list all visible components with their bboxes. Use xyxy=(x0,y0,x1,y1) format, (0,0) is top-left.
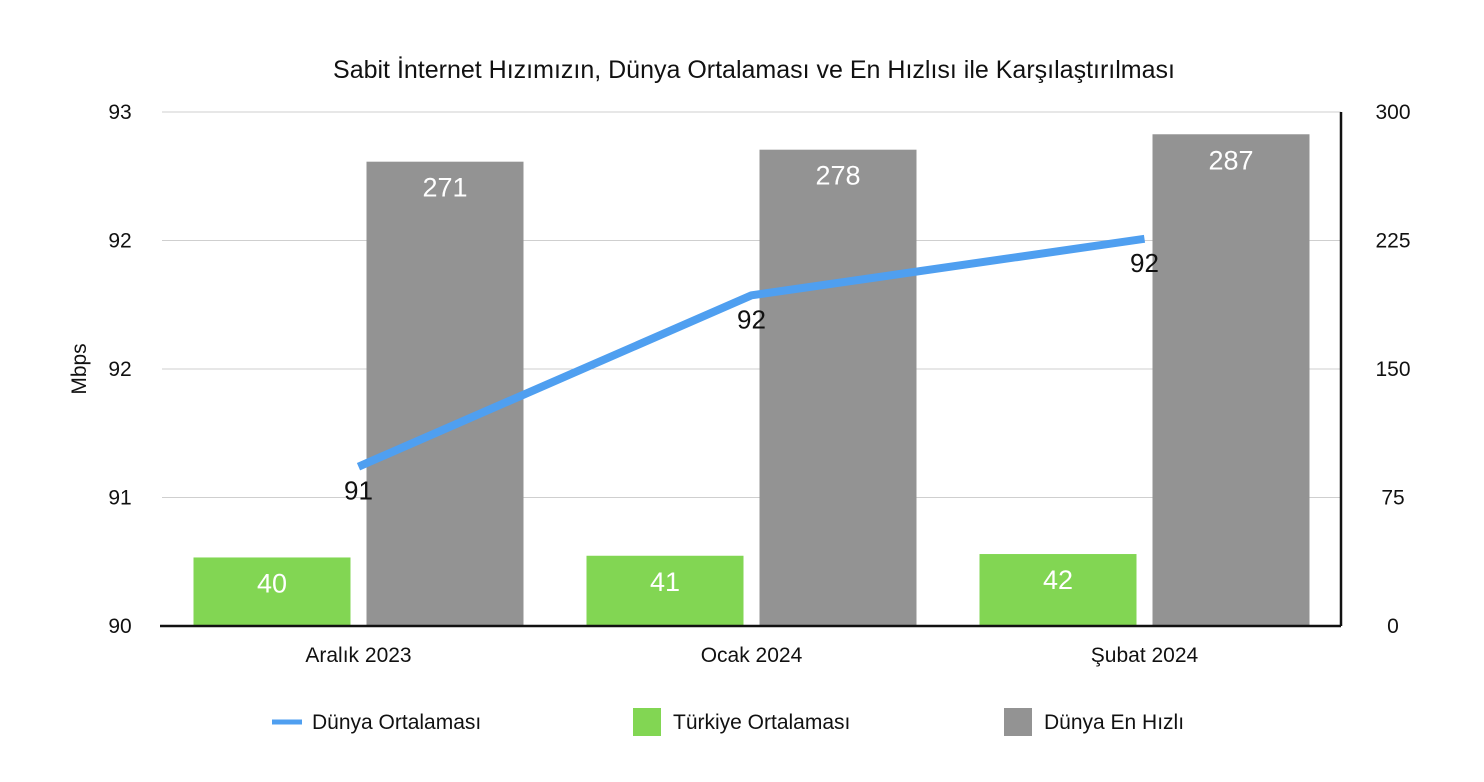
bar xyxy=(366,161,524,627)
bar xyxy=(1152,134,1310,627)
axes xyxy=(160,112,1343,628)
bar-value-label: 287 xyxy=(1208,145,1253,175)
bar xyxy=(979,554,1137,626)
legend: Dünya Ortalaması Türkiye Ortalaması Dünya … xyxy=(272,708,1184,736)
right-tick-label: 300 xyxy=(1375,101,1410,124)
gridlines xyxy=(162,111,1341,498)
left-axis-ticks: 90 91 92 92 93 xyxy=(108,101,131,638)
line-value-label: 92 xyxy=(1130,248,1159,278)
legend-box-swatch xyxy=(633,708,661,736)
bar-value-label: 278 xyxy=(815,161,860,191)
legend-label: Türkiye Ortalaması xyxy=(673,711,850,734)
right-tick-label: 225 xyxy=(1375,230,1410,253)
legend-box-swatch xyxy=(1004,708,1032,736)
bar xyxy=(759,149,917,626)
bar-value-label: 40 xyxy=(257,568,287,598)
line-series: 91 92 92 xyxy=(344,234,1159,506)
right-tick-label: 150 xyxy=(1375,358,1410,381)
bar-value-label: 41 xyxy=(650,567,680,597)
x-axis-ticks: Aralık 2023 Ocak 2024 Şubat 2024 xyxy=(305,644,1198,667)
line-value-label: 92 xyxy=(737,304,766,334)
left-tick-label: 90 xyxy=(108,615,131,638)
x-tick-label: Şubat 2024 xyxy=(1091,644,1199,667)
bar xyxy=(586,555,744,626)
y-axis-label: Mbps xyxy=(68,343,91,394)
left-tick-label: 92 xyxy=(108,358,131,381)
left-tick-label: 91 xyxy=(108,487,131,510)
line-series-path xyxy=(356,234,1146,471)
bars: 40 271 41 278 42 287 xyxy=(193,134,1310,627)
legend-label: Dünya En Hızlı xyxy=(1044,711,1184,734)
legend-label: Dünya Ortalaması xyxy=(312,711,481,734)
line-value-label: 91 xyxy=(344,476,373,506)
x-tick-label: Ocak 2024 xyxy=(701,644,803,667)
x-tick-label: Aralık 2023 xyxy=(305,644,411,667)
bar-value-label: 271 xyxy=(422,173,467,203)
bar xyxy=(193,557,351,626)
right-tick-label: 75 xyxy=(1381,487,1404,510)
left-tick-label: 92 xyxy=(108,230,131,253)
right-axis-ticks: 0 75 150 225 300 xyxy=(1375,101,1410,638)
left-tick-label: 93 xyxy=(108,101,131,124)
bar-value-label: 42 xyxy=(1043,565,1073,595)
chart-title: Sabit İnternet Hızımızın, Dünya Ortalama… xyxy=(333,55,1175,84)
right-tick-label: 0 xyxy=(1387,615,1399,638)
